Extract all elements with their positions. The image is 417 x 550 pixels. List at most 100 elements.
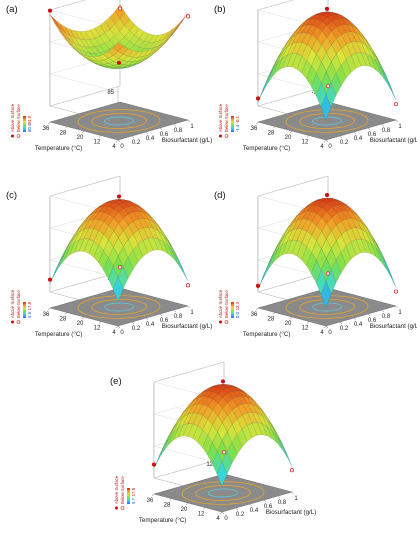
y-tick-label: 0.4 xyxy=(146,136,155,142)
surface-cell xyxy=(237,414,248,430)
chart-panel-4: (e)9.012.015.018.0C*ab412202836Temperatu… xyxy=(104,361,316,550)
floor-contour xyxy=(91,113,147,129)
surface-cell xyxy=(118,54,129,61)
surface-cell xyxy=(69,35,81,46)
surface-cell xyxy=(326,61,337,84)
legend-max: 17.8 xyxy=(131,487,136,496)
y-tick xyxy=(353,131,357,135)
z-gridline xyxy=(49,0,86,11)
chart-panel-1: (b)-1.5-1.1-0.8-0.4a*412202836Temperatur… xyxy=(208,0,417,178)
legend-above: Above Surface xyxy=(10,289,15,318)
design-point xyxy=(393,289,399,294)
y-tick-label: 0.2 xyxy=(236,512,245,518)
legend-below-dot xyxy=(16,320,21,324)
y-tick-label: 0.8 xyxy=(174,128,183,134)
x-tick xyxy=(98,321,102,324)
legend-below-dot xyxy=(120,506,125,510)
surface-cell xyxy=(331,213,342,226)
y-tick-label: 0.4 xyxy=(354,322,363,328)
surface-cell xyxy=(137,50,149,58)
design-point xyxy=(151,462,157,467)
x-tick xyxy=(306,321,310,324)
design-point xyxy=(324,6,330,11)
y-tick xyxy=(381,309,385,313)
x-axis-label: Temperature (°C) xyxy=(243,331,291,338)
legend-below: Below Surface xyxy=(224,104,229,132)
design-point xyxy=(117,265,123,270)
y-tick xyxy=(263,499,267,503)
y-tick xyxy=(235,507,239,511)
surface-legend: Above Surface Below Surface 9.617.8 xyxy=(10,289,32,324)
design-point xyxy=(324,192,330,198)
panel-label: (e) xyxy=(110,376,122,387)
x-tick xyxy=(306,135,310,138)
y-tick-label: 0.2 xyxy=(340,140,349,146)
x-tick xyxy=(255,307,259,311)
y-tick xyxy=(291,491,295,495)
floor-contour xyxy=(312,302,342,312)
legend-min: 80.4 xyxy=(27,123,32,132)
y-axis-label: Biosurfactant (g/L) xyxy=(162,137,213,144)
surface-cell xyxy=(326,248,337,270)
z-gridline xyxy=(153,445,223,465)
x-axis-label: Temperature (°C) xyxy=(35,145,83,152)
y-tick-label: 0.8 xyxy=(382,314,391,320)
surface-cell xyxy=(242,412,253,426)
panel-label: (b) xyxy=(214,4,226,15)
y-axis-label: Biosurfactant (g/L) xyxy=(370,323,417,330)
y-tick xyxy=(117,325,121,329)
y-tick xyxy=(367,127,371,131)
y-tick xyxy=(159,313,163,317)
y-tick xyxy=(339,135,343,139)
y-tick xyxy=(277,495,281,499)
y-tick-label: 1 xyxy=(190,310,194,316)
surface-cell xyxy=(216,461,228,487)
floor-contour xyxy=(312,116,342,126)
surface-legend: Above Surface Below Surface 80.494.9 xyxy=(10,103,32,138)
legend-below: Below Surface xyxy=(16,104,21,132)
surface-cell xyxy=(133,229,144,245)
legend-above: Above Surface xyxy=(218,103,223,132)
surface-cell xyxy=(341,230,352,247)
legend-min: 9.6 xyxy=(27,311,32,318)
x-tick-label: 12 xyxy=(302,326,309,332)
y-tick xyxy=(187,305,191,309)
legend-below-dot xyxy=(224,320,229,324)
surface-cell xyxy=(143,226,154,239)
y-tick-label: 0.6 xyxy=(368,132,377,138)
legend-colorbar xyxy=(231,116,234,132)
y-tick-label: 0.6 xyxy=(368,318,377,324)
y-tick xyxy=(395,305,399,309)
y-tick-label: 0 xyxy=(120,144,124,150)
y-tick-label: 0.2 xyxy=(340,326,349,332)
surface-cell xyxy=(59,31,70,44)
x-tick xyxy=(255,121,259,125)
legend-max: 94.9 xyxy=(27,115,32,124)
y-tick-label: 1 xyxy=(294,496,298,502)
y-tick-label: 0 xyxy=(328,144,332,150)
legend-min: -1.4 xyxy=(235,124,240,132)
surface-cell xyxy=(123,206,134,215)
floor-contour xyxy=(285,295,369,319)
legend-below-dot xyxy=(224,134,229,138)
surface-cell xyxy=(127,56,139,62)
surface-cell xyxy=(124,18,135,32)
response-surface xyxy=(49,199,189,302)
y-tick xyxy=(173,123,177,127)
design-point xyxy=(220,379,226,384)
surface-cell xyxy=(331,204,342,214)
surface-cell xyxy=(134,38,145,48)
legend-above: Above Surface xyxy=(114,475,119,504)
surface-cell xyxy=(157,238,169,255)
y-tick xyxy=(249,503,253,507)
z-gridline xyxy=(49,175,121,197)
surface-cell xyxy=(380,68,392,91)
x-tick-label: 36 xyxy=(251,126,258,132)
surface-cell xyxy=(360,52,372,68)
surface-cell xyxy=(331,18,342,28)
x-tick xyxy=(289,130,293,134)
surface-cell xyxy=(138,227,149,241)
x-tick-label: 12 xyxy=(94,140,101,146)
